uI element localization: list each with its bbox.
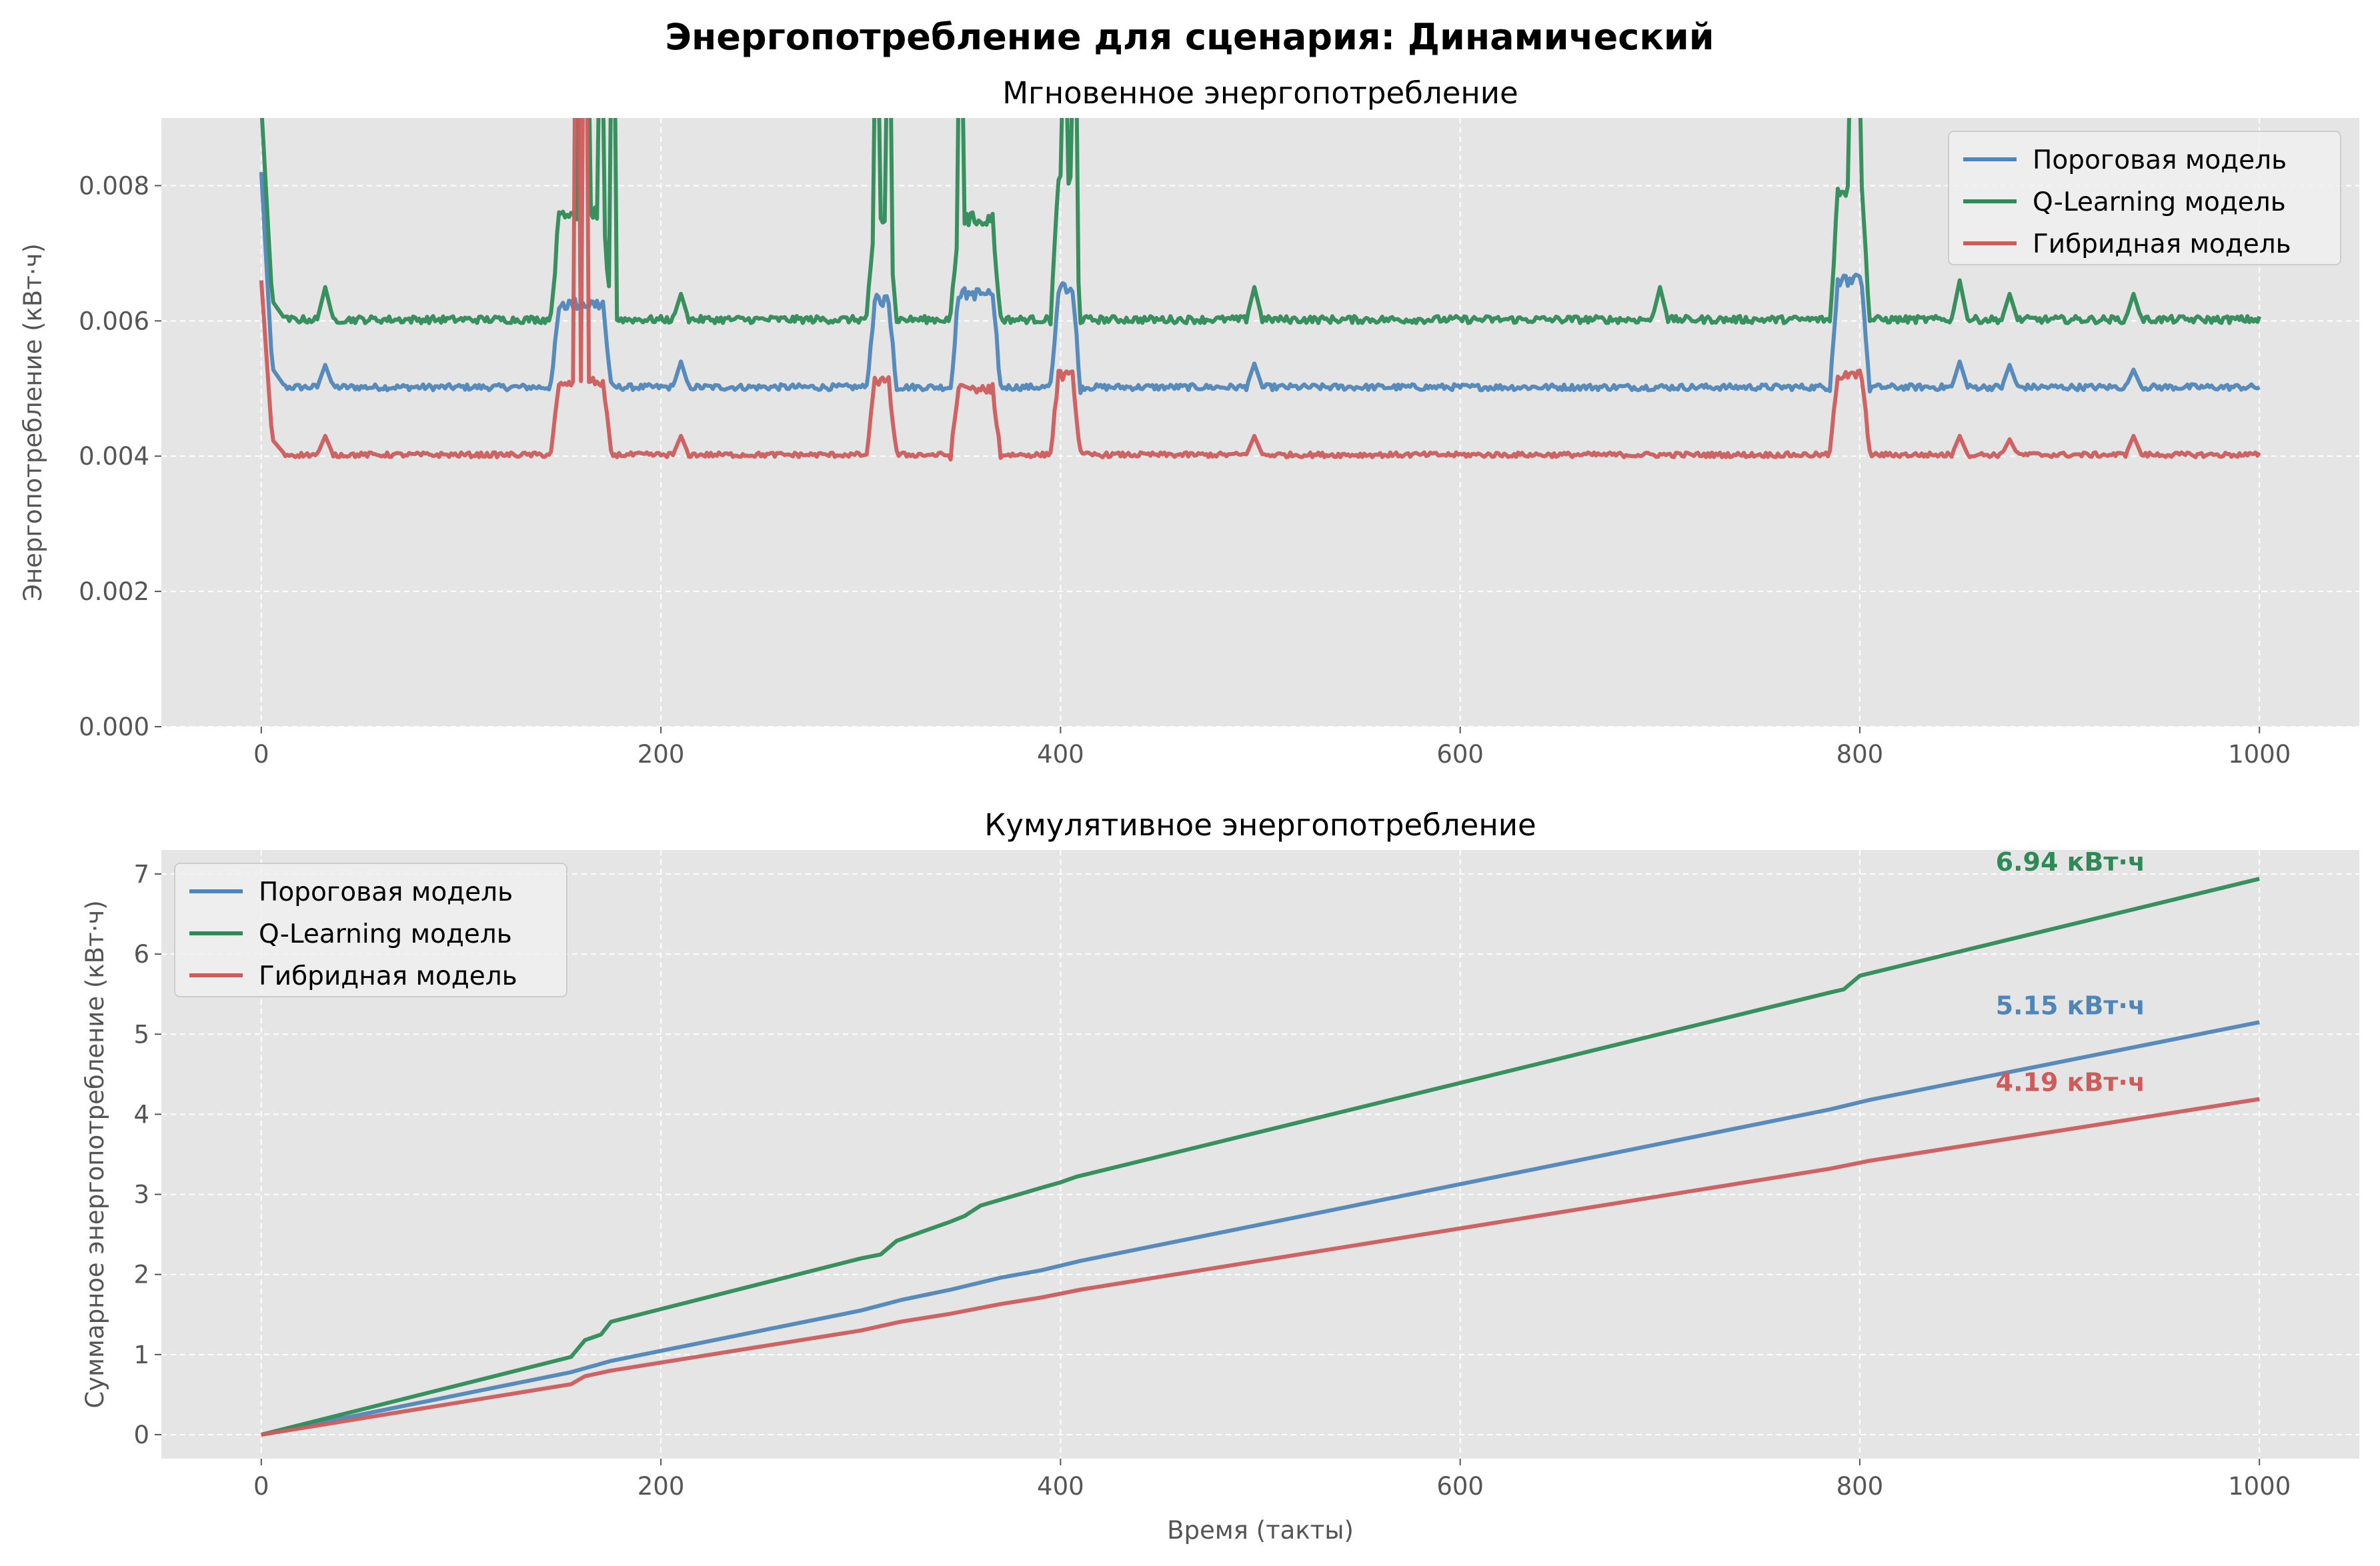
series-line-1 xyxy=(259,118,2262,327)
chart-title: Кумулятивное энергопотребление xyxy=(984,807,1536,843)
end-value-annotation: 4.19 кВт·ч xyxy=(1996,1068,2145,1097)
y-tick-label: 7 xyxy=(133,860,149,889)
x-tick-label: 1000 xyxy=(2228,740,2291,769)
legend: Пороговая модель Q-Learning модель Гибридн… xyxy=(174,863,567,997)
y-tick-label: 1 xyxy=(133,1341,149,1369)
series-line-0 xyxy=(259,172,2261,395)
series-line-2 xyxy=(261,1097,2260,1437)
series-lines xyxy=(261,877,2260,1437)
x-tick-label: 600 xyxy=(1436,740,1484,769)
figure-suptitle: Энергопотребление для сценария: Динамиче… xyxy=(665,16,1714,58)
y-tick-label: 3 xyxy=(133,1181,149,1209)
x-tick-label: 200 xyxy=(638,1472,685,1501)
x-tick-label: 0 xyxy=(253,740,269,769)
y-tick-label: 0.004 xyxy=(79,442,149,471)
series-line-0 xyxy=(261,1020,2260,1437)
series-lines xyxy=(259,118,2262,462)
instant-consumption-chart: 0 200 400 600 800 1000 0.000 0.002 0.004 0.006 0.0… xyxy=(19,75,2359,769)
x-tick-label: 800 xyxy=(1837,740,1884,769)
legend-label: Гибридная модель xyxy=(2033,229,2291,259)
series-line-1 xyxy=(261,877,2260,1437)
y-tick-label: 0.002 xyxy=(79,577,149,606)
y-tick-label: 0 xyxy=(133,1421,149,1449)
legend: Пороговая модель Q-Learning модель Гибридн… xyxy=(1948,131,2341,265)
legend-label: Q-Learning модель xyxy=(2033,187,2286,217)
legend-label: Пороговая модель xyxy=(259,877,513,907)
x-tick-label: 400 xyxy=(1037,1472,1084,1501)
x-tick-label: 600 xyxy=(1436,1472,1484,1501)
x-tick-label: 200 xyxy=(638,740,685,769)
y-tick-label: 0.006 xyxy=(79,307,149,335)
x-tick-label: 400 xyxy=(1037,740,1084,769)
x-tick-label: 0 xyxy=(253,1472,269,1501)
series-line-2 xyxy=(259,118,2261,462)
y-tick-label: 4 xyxy=(133,1100,149,1129)
y-tick-label: 2 xyxy=(133,1261,149,1289)
y-tick-label: 6 xyxy=(133,940,149,969)
legend-box xyxy=(174,863,567,997)
y-tick-label: 0.008 xyxy=(79,171,149,200)
legend-label: Q-Learning модель xyxy=(259,919,512,949)
x-tick-label: 1000 xyxy=(2228,1472,2291,1501)
x-axis-label: Время (такты) xyxy=(1167,1516,1354,1545)
end-value-annotation: 5.15 кВт·ч xyxy=(1996,991,2145,1020)
y-tick-label: 0.000 xyxy=(79,713,149,741)
end-value-annotation: 6.94 кВт·ч xyxy=(1996,847,2145,877)
cumulative-consumption-chart: 0 200 400 600 800 1000 0 1 2 3 4 5 6 7 Кумулятивное эн… xyxy=(81,807,2359,1545)
y-axis-label: Суммарное энергопотребление (кВт·ч) xyxy=(81,900,109,1408)
x-tick-label: 800 xyxy=(1837,1472,1884,1501)
chart-title: Мгновенное энергопотребление xyxy=(1002,75,1518,111)
y-tick-label: 5 xyxy=(133,1020,149,1049)
y-axis-label: Энергопотребление (кВт·ч) xyxy=(19,243,47,601)
legend-box xyxy=(1948,131,2341,265)
legend-label: Пороговая модель xyxy=(2033,145,2287,175)
legend-label: Гибридная модель xyxy=(259,961,517,991)
